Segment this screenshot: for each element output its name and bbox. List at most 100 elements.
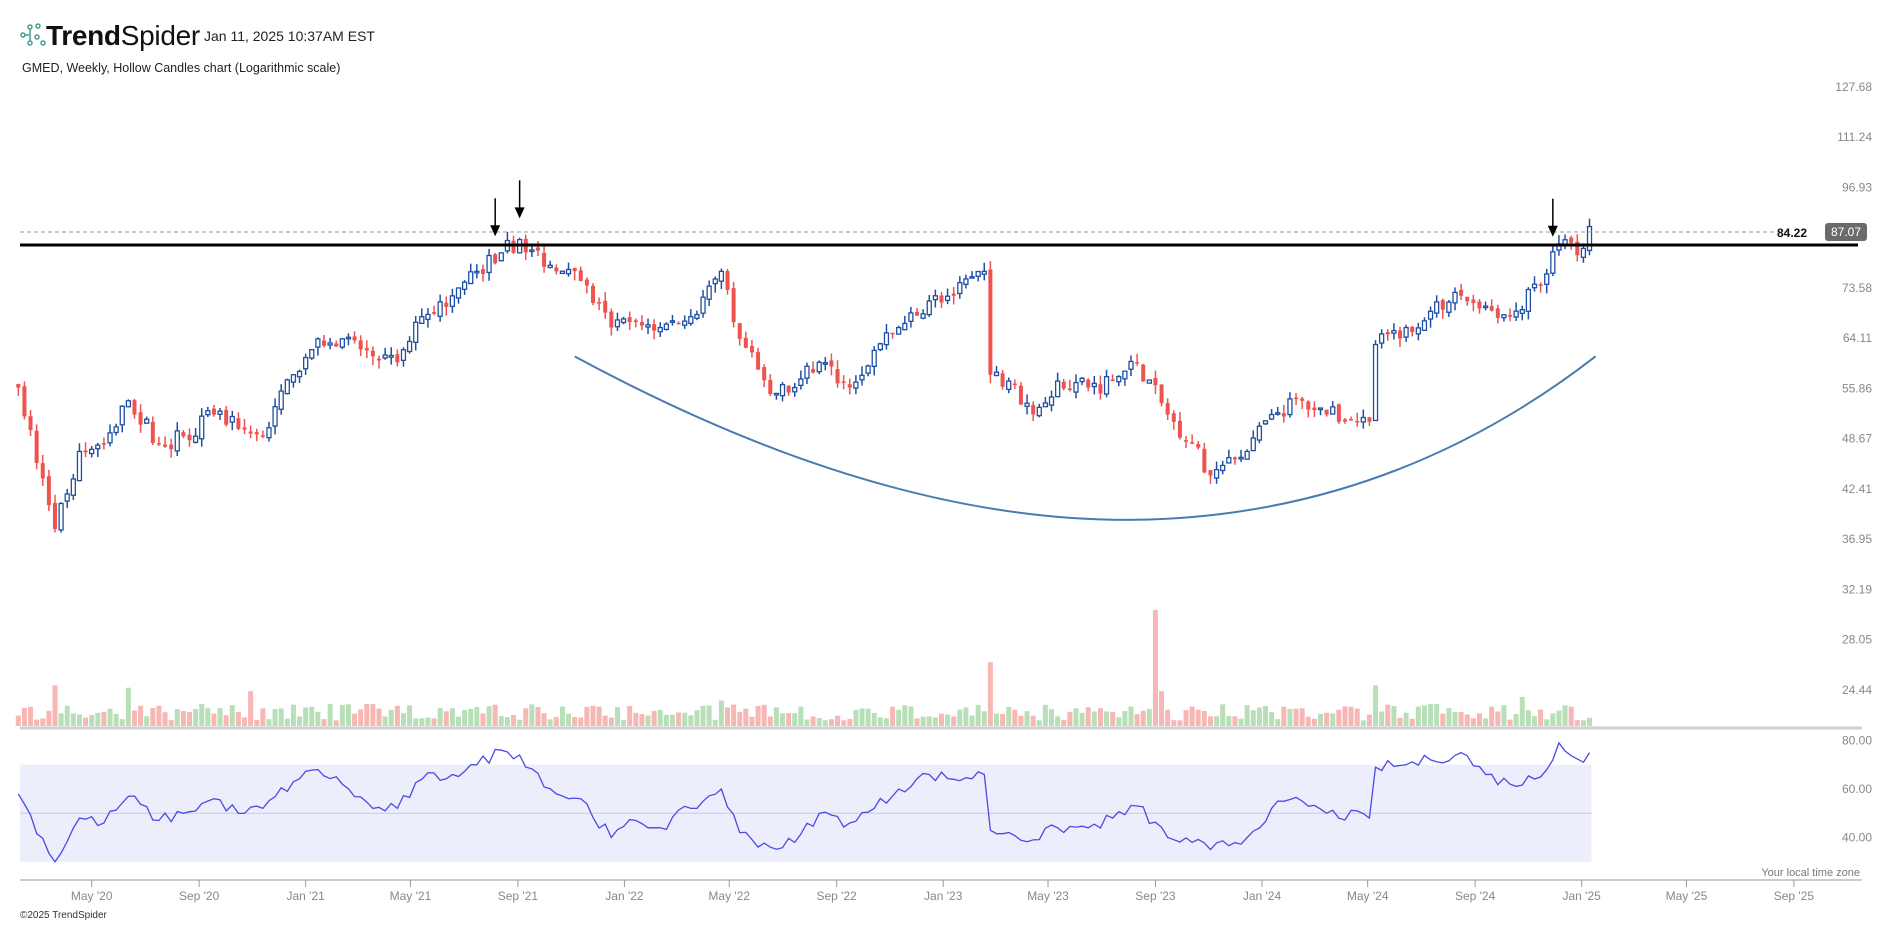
volume-bar	[957, 709, 963, 726]
candle-body	[890, 332, 895, 335]
volume-bar	[64, 705, 70, 726]
candle-body	[107, 432, 113, 444]
volume-bar	[614, 707, 620, 726]
candle-body	[229, 415, 235, 423]
candle-body	[1103, 376, 1110, 395]
rsi-panel: 80.00 60.00 40.00	[17, 734, 1872, 863]
volume-bar	[1556, 710, 1562, 726]
volume-bar	[1073, 708, 1079, 726]
volume-bar	[902, 705, 908, 726]
candle-body	[1275, 412, 1281, 415]
volume-bar	[1354, 708, 1360, 726]
timestamp: Jan 11, 2025 10:37AM EST	[204, 28, 375, 44]
candle-body	[444, 302, 449, 307]
volume-bar	[865, 708, 871, 726]
time-axis-label: Jan '21	[286, 889, 325, 903]
volume-bar	[449, 708, 455, 726]
volume-bar	[767, 716, 773, 726]
volume-bar	[1336, 709, 1342, 726]
volume-bar	[926, 716, 932, 726]
volume-bar	[174, 709, 180, 726]
volume-bar	[1171, 720, 1177, 726]
candle-body	[388, 354, 394, 358]
candle-body	[1477, 301, 1482, 309]
volume-bar	[835, 715, 841, 726]
volume-bar	[321, 719, 327, 726]
volume-bar	[1250, 710, 1256, 726]
candle-body	[1000, 373, 1005, 387]
candle-body	[449, 295, 456, 308]
candle-body	[597, 301, 602, 304]
candle-body	[468, 271, 474, 285]
candle-body	[406, 340, 413, 353]
volume-bar	[1085, 707, 1091, 726]
volume-bar	[1128, 706, 1134, 726]
candle-body	[437, 301, 443, 317]
volume-bar	[113, 713, 119, 726]
volume-bar	[688, 715, 694, 726]
candle-body	[1190, 442, 1195, 444]
volume-bar	[859, 708, 865, 726]
candle-body	[1196, 444, 1201, 448]
volume-bar	[76, 714, 82, 726]
volume-bar	[376, 708, 382, 726]
volume-bar	[993, 713, 999, 726]
volume-bar	[1012, 709, 1018, 726]
candle-body	[95, 444, 101, 450]
volume-bar	[1220, 704, 1226, 726]
volume-bar	[504, 717, 510, 726]
volume-bar	[633, 712, 639, 726]
time-axis-label: Sep '22	[817, 889, 858, 903]
candle-body	[211, 408, 216, 415]
candle-body	[1569, 237, 1574, 243]
volume-bar	[1055, 716, 1061, 726]
down-arrow-head-icon	[514, 207, 525, 219]
candle-body	[217, 410, 223, 415]
volume-bar	[266, 719, 272, 726]
candle-body	[1128, 360, 1134, 370]
candle-body	[1091, 382, 1097, 388]
candle-body	[181, 432, 186, 437]
volume-bar	[1330, 713, 1336, 726]
volume-bar	[1281, 706, 1287, 726]
candle-body	[1226, 457, 1232, 464]
volume-bar	[1000, 713, 1006, 726]
price-axis-label: 111.24	[1837, 130, 1872, 144]
volume-bar	[535, 707, 541, 726]
volume-bar	[46, 710, 52, 726]
volume-bar	[645, 715, 651, 726]
candle-body	[413, 321, 419, 343]
candle-body	[1471, 299, 1476, 304]
volume-bar	[523, 708, 529, 726]
volume-bar	[498, 716, 504, 726]
volume-bar	[388, 709, 394, 726]
volume-bar	[511, 715, 517, 726]
volume-bar	[199, 703, 205, 726]
volume-bar	[327, 703, 333, 726]
candle-body	[1135, 362, 1140, 364]
spider-logo-icon	[20, 23, 46, 46]
candle-body	[1324, 409, 1329, 415]
volume-bar	[963, 707, 969, 726]
volume-bar	[455, 716, 461, 726]
volume-bar	[1293, 708, 1299, 726]
candle-body	[896, 326, 902, 335]
candle-body	[272, 406, 278, 427]
volume-bar	[1152, 610, 1158, 726]
volume-bar	[400, 713, 406, 726]
volume-bar	[1097, 708, 1103, 726]
volume-bar	[938, 713, 944, 726]
volume-bar	[1470, 718, 1476, 726]
candle-body	[1256, 425, 1263, 441]
volume-bar	[248, 691, 254, 726]
volume-bar	[1476, 713, 1482, 726]
candle-body	[542, 252, 547, 267]
volume-bar	[1415, 706, 1421, 726]
candle-body	[1165, 403, 1170, 415]
volume-bar	[1116, 717, 1122, 726]
candle-body	[829, 360, 834, 367]
candle-body	[461, 281, 468, 290]
candle-body	[1519, 309, 1525, 314]
candle-body	[382, 354, 388, 359]
